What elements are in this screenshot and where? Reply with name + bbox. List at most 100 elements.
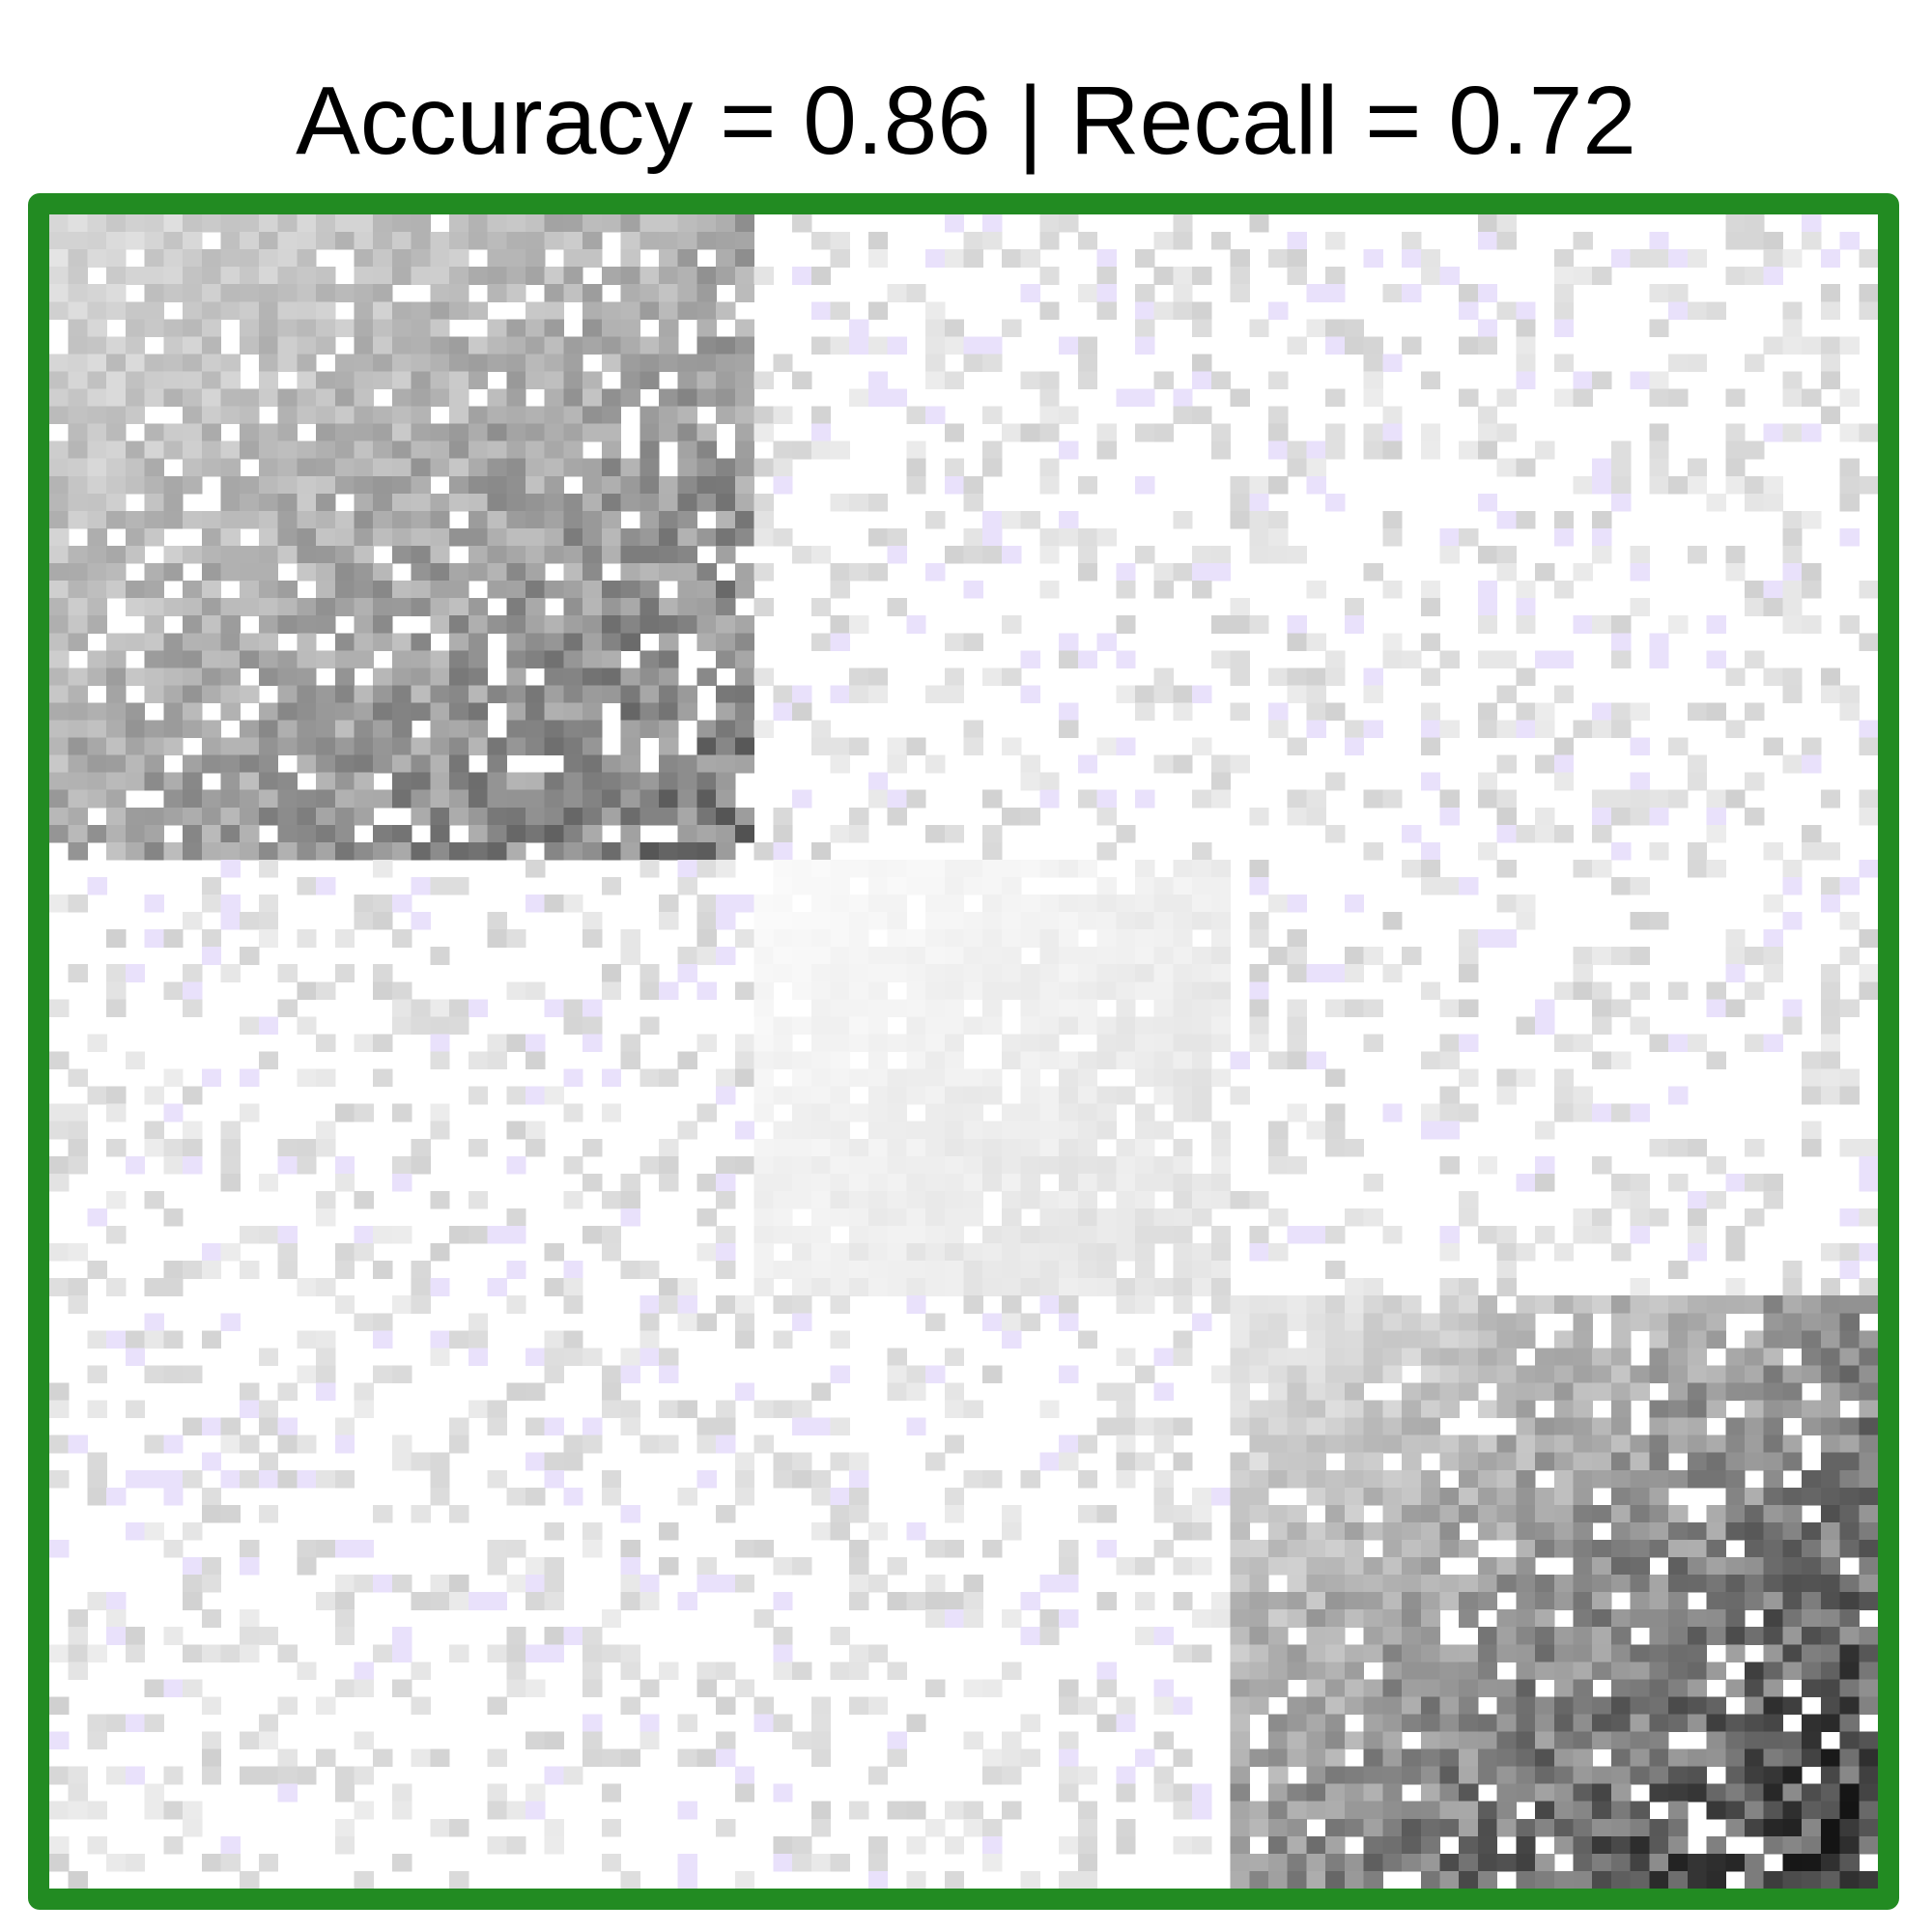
heatmap-cell: [944, 633, 965, 651]
heatmap-cell: [563, 545, 583, 564]
heatmap-cell: [867, 1173, 889, 1192]
heatmap-cell: [411, 406, 431, 425]
heatmap-cell: [1230, 650, 1250, 668]
heatmap-cell: [183, 284, 203, 302]
heatmap-cell: [1325, 824, 1346, 843]
heatmap-cell: [468, 824, 489, 843]
heatmap-cell: [1059, 1051, 1079, 1070]
heatmap-cell: [925, 1261, 946, 1279]
heatmap-cell: [87, 1086, 107, 1105]
heatmap-cell: [1325, 232, 1346, 250]
heatmap-cell: [1687, 545, 1708, 564]
heatmap-cell: [1820, 1278, 1841, 1296]
heatmap-cell: [1116, 1417, 1136, 1436]
heatmap-cell: [1496, 789, 1517, 809]
heatmap-cell: [1153, 1034, 1175, 1053]
heatmap-cell: [334, 1783, 355, 1803]
heatmap-cell: [1059, 1609, 1079, 1628]
heatmap-cell: [1782, 912, 1803, 930]
heatmap-cell: [659, 1068, 679, 1088]
heatmap-cell: [963, 1138, 983, 1157]
heatmap-cell: [334, 650, 355, 668]
heatmap-cell: [68, 1068, 89, 1088]
heatmap-cell: [563, 214, 583, 233]
heatmap-cell: [830, 581, 850, 599]
heatmap-cell: [639, 1155, 660, 1175]
heatmap-cell: [1535, 440, 1555, 460]
heatmap-cell: [334, 1261, 355, 1279]
heatmap-cell: [240, 1870, 260, 1889]
heatmap-cell: [1325, 1330, 1346, 1349]
heatmap-cell: [563, 1627, 583, 1645]
heatmap-cell: [87, 232, 107, 250]
heatmap-cell: [1325, 1853, 1346, 1872]
heatmap-cell: [1573, 1801, 1593, 1820]
heatmap-cell: [1059, 406, 1079, 425]
heatmap-cell: [1116, 1295, 1136, 1314]
heatmap-cell: [1077, 1121, 1098, 1140]
heatmap-cell: [563, 720, 583, 739]
heatmap-cell: [620, 1365, 640, 1384]
heatmap-cell: [201, 1853, 222, 1872]
heatmap-cell: [49, 267, 70, 285]
heatmap-cell: [1839, 232, 1860, 250]
heatmap-cell: [1763, 1592, 1784, 1610]
heatmap-cell: [1020, 1714, 1040, 1733]
heatmap-cell: [1306, 1766, 1326, 1785]
heatmap-cell: [830, 493, 850, 512]
heatmap-cell: [373, 527, 393, 547]
heatmap-cell: [1687, 859, 1708, 878]
heatmap-cell: [1249, 912, 1269, 930]
heatmap-cell: [1649, 633, 1669, 651]
heatmap-cell: [1306, 1521, 1326, 1541]
heatmap-cell: [144, 1190, 164, 1209]
heatmap-cell: [792, 267, 812, 285]
heatmap-cell: [1839, 1469, 1860, 1489]
heatmap-cell: [1382, 527, 1403, 547]
heatmap-cell: [1763, 841, 1784, 861]
heatmap-cell: [1382, 1539, 1403, 1558]
heatmap-cell: [887, 859, 907, 878]
heatmap-cell: [1001, 510, 1022, 529]
heatmap-cell: [1001, 737, 1022, 756]
heatmap-cell: [430, 1348, 450, 1367]
heatmap-cell: [1249, 1870, 1269, 1889]
heatmap-cell: [944, 319, 965, 337]
heatmap-cell: [1402, 1521, 1422, 1541]
heatmap-cell: [1306, 1400, 1326, 1419]
heatmap-cell: [106, 772, 127, 791]
heatmap-cell: [391, 1435, 412, 1454]
heatmap-cell: [391, 668, 412, 686]
heatmap-cell: [849, 737, 869, 756]
heatmap-cell: [1782, 510, 1803, 529]
heatmap-cell: [1516, 1313, 1536, 1331]
heatmap-cell: [1096, 423, 1117, 442]
heatmap-cell: [277, 354, 298, 373]
heatmap-cell: [563, 824, 583, 843]
heatmap-cell: [506, 633, 526, 651]
heatmap-cell: [1820, 354, 1841, 373]
heatmap-cell: [163, 493, 184, 512]
heatmap-cell: [696, 563, 717, 582]
heatmap-cell: [1382, 633, 1403, 651]
heatmap-cell: [220, 737, 241, 756]
heatmap-cell: [1459, 1575, 1479, 1593]
heatmap-cell: [944, 964, 965, 982]
heatmap-cell: [1287, 1155, 1308, 1175]
heatmap-cell: [1116, 563, 1136, 582]
heatmap-cell: [677, 1121, 698, 1140]
heatmap-cell: [601, 1068, 622, 1088]
heatmap-cell: [982, 876, 1003, 895]
heatmap-cell: [125, 301, 146, 320]
heatmap-cell: [277, 267, 298, 285]
heatmap-cell: [430, 1330, 450, 1349]
heatmap-cell: [734, 1068, 755, 1088]
heatmap-cell: [716, 807, 736, 826]
heatmap-cell: [1382, 1853, 1403, 1872]
heatmap-cell: [1687, 249, 1708, 268]
heatmap-cell: [925, 510, 946, 529]
heatmap-cell: [1477, 406, 1498, 425]
heatmap-cell: [982, 1016, 1003, 1036]
heatmap-cell: [1668, 981, 1689, 1000]
heatmap-cell: [1668, 1348, 1689, 1367]
